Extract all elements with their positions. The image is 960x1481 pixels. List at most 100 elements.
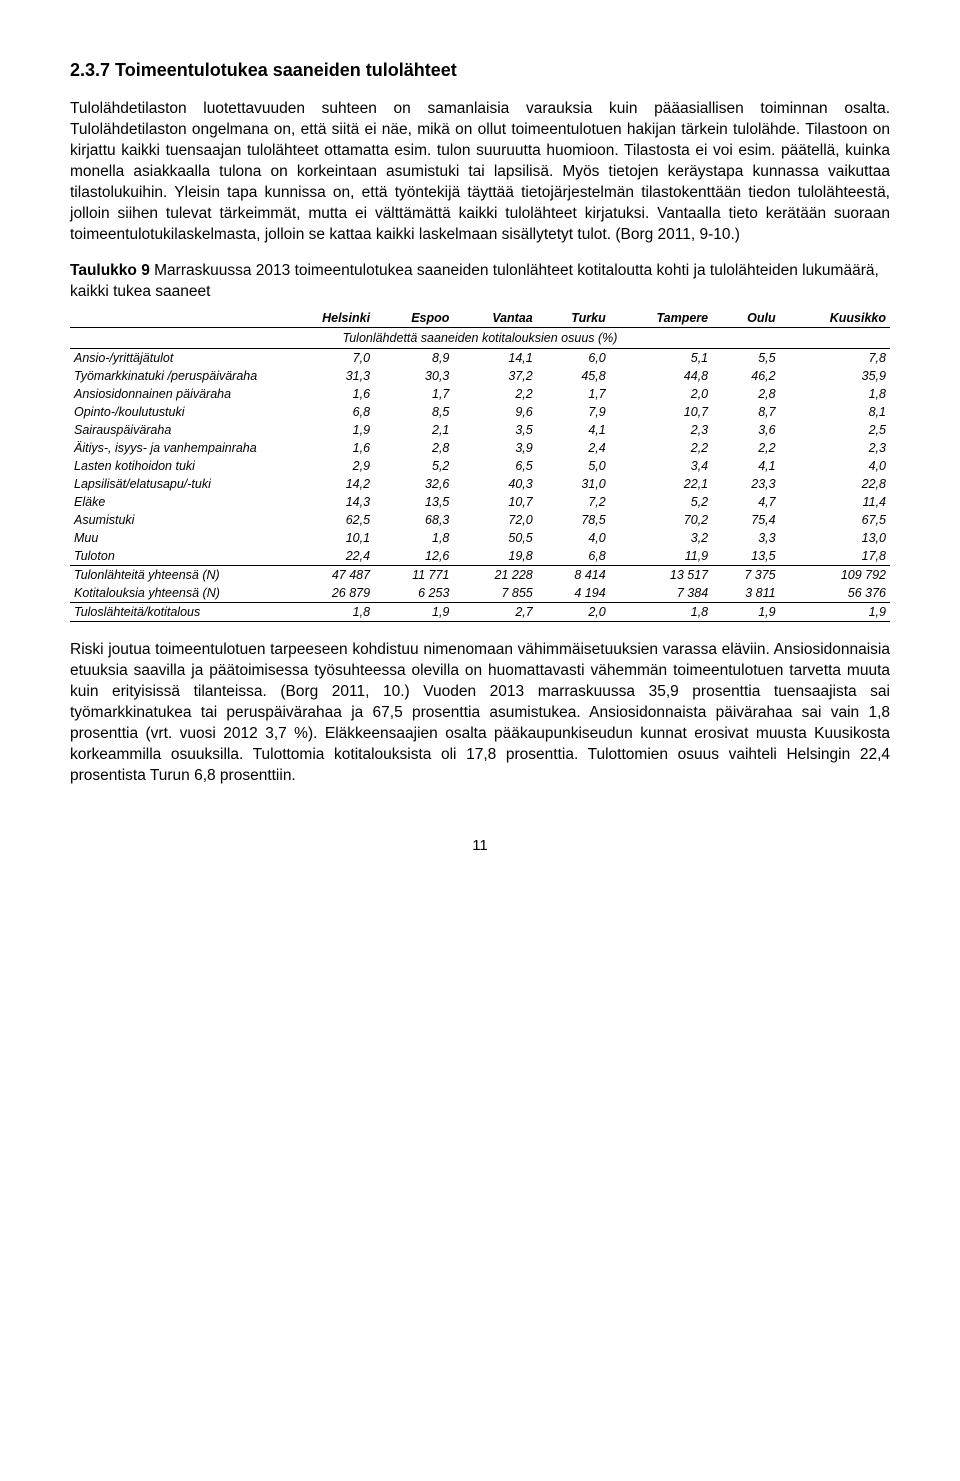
col-head: Kuusikko [780,309,890,328]
table-row: Tulonlähteitä yhteensä (N)47 48711 77121… [70,566,890,585]
table-cell: 1,9 [712,603,779,622]
table-row: Asumistuki62,568,372,078,570,275,467,5 [70,511,890,529]
table-cell: 14,2 [278,475,374,493]
table-cell: 7 855 [453,584,536,603]
table-cell: 6,5 [453,457,536,475]
table-row: Opinto-/koulutustuki6,88,59,67,910,78,78… [70,403,890,421]
table-subheader-row: Tulonlähdettä saaneiden kotitalouksien o… [70,328,890,349]
table-cell: 7,0 [278,349,374,368]
table-cell: 37,2 [453,367,536,385]
table-cell: 4,1 [712,457,779,475]
table-cell: 6,8 [278,403,374,421]
table-cell: 62,5 [278,511,374,529]
table-cell: Tuloslähteitä/kotitalous [70,603,278,622]
table-cell: 7,9 [537,403,610,421]
table-cell: 3,2 [610,529,712,547]
table-cell: Opinto-/koulutustuki [70,403,278,421]
table-cell: 5,0 [537,457,610,475]
table-cell: 23,3 [712,475,779,493]
table-cell: 26 879 [278,584,374,603]
table-row: Tuloton22,412,619,86,811,913,517,8 [70,547,890,566]
table-cell: 2,3 [780,439,890,457]
paragraph-1: Tulolähdetilaston luotettavuuden suhteen… [70,99,890,245]
table-cell: 22,8 [780,475,890,493]
table-row: Muu10,11,850,54,03,23,313,0 [70,529,890,547]
table-cell: 8,5 [374,403,453,421]
table-cell: 40,3 [453,475,536,493]
table-cell: 1,6 [278,385,374,403]
table-cell: 1,6 [278,439,374,457]
table-cell: 75,4 [712,511,779,529]
table-cell: 22,4 [278,547,374,566]
table-cell: 7,8 [780,349,890,368]
table-cell: 44,8 [610,367,712,385]
section-heading: 2.3.7 Toimeentulotukea saaneiden tuloläh… [70,60,890,81]
table-cell: 17,8 [780,547,890,566]
table-header-row: Helsinki Espoo Vantaa Turku Tampere Oulu… [70,309,890,328]
table-cell: 8 414 [537,566,610,585]
table-cell: Lasten kotihoidon tuki [70,457,278,475]
table-cell: 6 253 [374,584,453,603]
table-cell: 6,8 [537,547,610,566]
table-row: Tuloslähteitä/kotitalous1,81,92,72,01,81… [70,603,890,622]
table-cell: 72,0 [453,511,536,529]
table-cell: 13,5 [374,493,453,511]
table-row: Ansio-/yrittäjätulot7,08,914,16,05,15,57… [70,349,890,368]
table-cell: 32,6 [374,475,453,493]
table-cell: 2,2 [712,439,779,457]
table-cell: 8,9 [374,349,453,368]
table-cell: 11,4 [780,493,890,511]
table-cell: 31,3 [278,367,374,385]
table-cell: 19,8 [453,547,536,566]
table-cell: 2,8 [712,385,779,403]
paragraph-2: Riski joutua toimeentulotuen tarpeeseen … [70,640,890,786]
table-row: Lapsilisät/elatusapu/-tuki14,232,640,331… [70,475,890,493]
table-cell: 2,7 [453,603,536,622]
table-cell: 70,2 [610,511,712,529]
table-cell: 3,9 [453,439,536,457]
table-cell: 2,4 [537,439,610,457]
table-cell: 78,5 [537,511,610,529]
table-cell: 5,2 [610,493,712,511]
table-cell: Muu [70,529,278,547]
table-row: Sairauspäiväraha1,92,13,54,12,33,62,5 [70,421,890,439]
table-row: Työmarkkinatuki /peruspäiväraha31,330,33… [70,367,890,385]
table-cell: 6,0 [537,349,610,368]
table-cell: 11,9 [610,547,712,566]
table-cell: 3 811 [712,584,779,603]
table-row: Eläke14,313,510,77,25,24,711,4 [70,493,890,511]
table-cell: 4,0 [780,457,890,475]
table-cell: 3,6 [712,421,779,439]
table-cell: 109 792 [780,566,890,585]
table-cell: 47 487 [278,566,374,585]
table-cell: 2,0 [610,385,712,403]
table-cell: 46,2 [712,367,779,385]
table-cell: 7 384 [610,584,712,603]
table-cell: 2,9 [278,457,374,475]
table-cell: 1,9 [278,421,374,439]
table-cell: 3,4 [610,457,712,475]
table-cell: 2,8 [374,439,453,457]
table-caption: Marraskuussa 2013 toimeentulotukea saane… [70,262,879,300]
table-cell: 35,9 [780,367,890,385]
table-cell: 2,2 [610,439,712,457]
table-cell: 2,2 [453,385,536,403]
table-title: Taulukko 9 Marraskuussa 2013 toimeentulo… [70,261,890,303]
table-cell: 10,1 [278,529,374,547]
table-cell: 2,1 [374,421,453,439]
table-row: Ansiosidonnainen päiväraha1,61,72,21,72,… [70,385,890,403]
table-cell: 21 228 [453,566,536,585]
table-cell: 1,8 [374,529,453,547]
table-cell: Asumistuki [70,511,278,529]
col-head: Helsinki [278,309,374,328]
table-cell: 2,0 [537,603,610,622]
table-cell: 5,5 [712,349,779,368]
table-cell: 67,5 [780,511,890,529]
table-cell: 30,3 [374,367,453,385]
col-head: Tampere [610,309,712,328]
table-cell: 68,3 [374,511,453,529]
table-cell: Ansiosidonnainen päiväraha [70,385,278,403]
table-cell: 5,1 [610,349,712,368]
table-number: Taulukko 9 [70,262,150,279]
table-cell: 9,6 [453,403,536,421]
